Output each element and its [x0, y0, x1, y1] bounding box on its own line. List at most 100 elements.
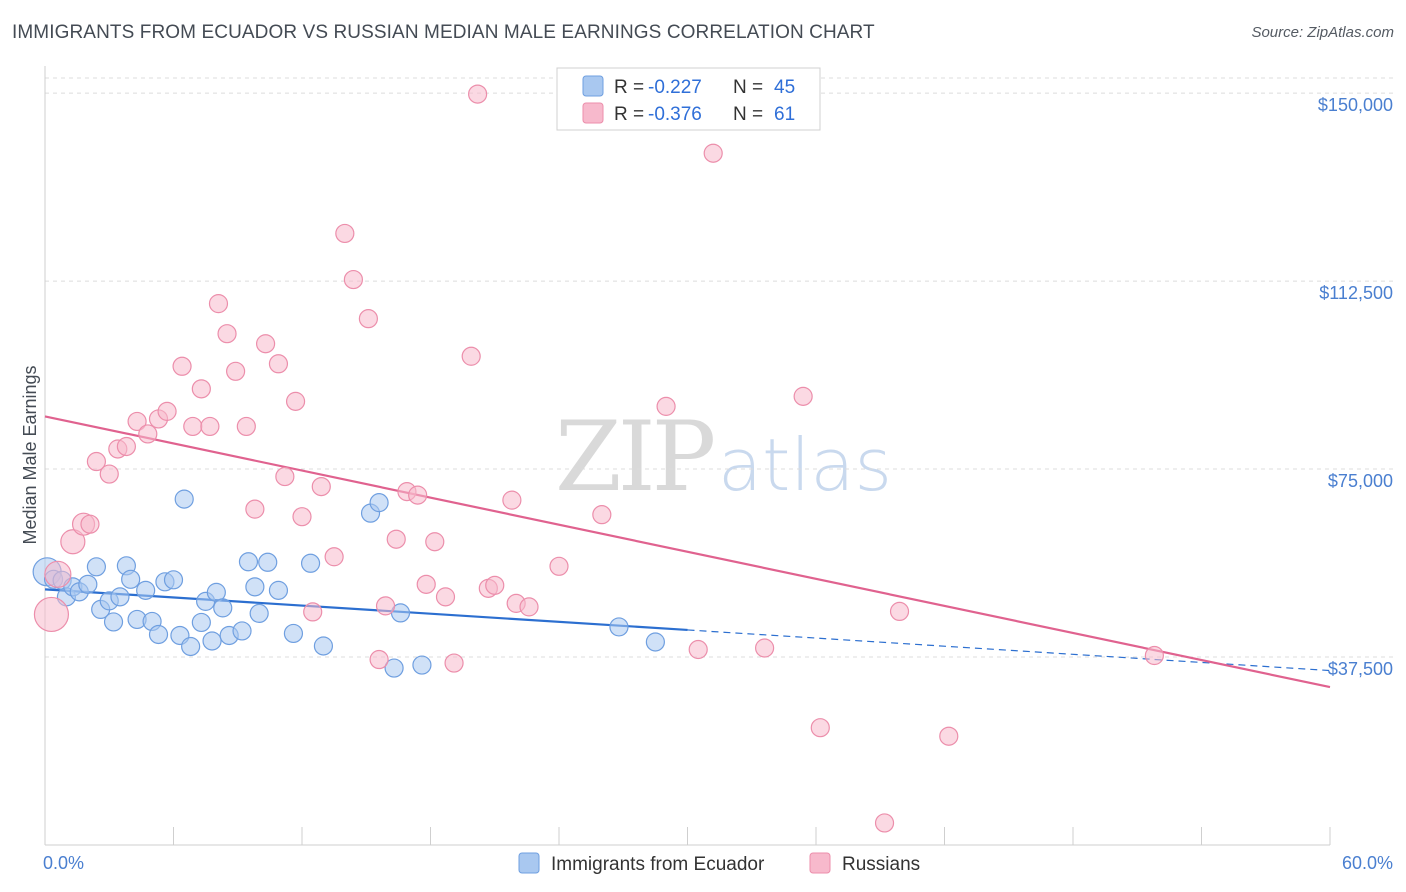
legend-n-label-russian: N =: [733, 104, 763, 125]
ecuador-point: [384, 658, 404, 678]
legend-r-value-ecuador: -0.227: [648, 77, 702, 98]
ecuador-point: [313, 636, 334, 656]
legend-n-label-ecuador: N =: [733, 77, 763, 98]
russian-point: [435, 587, 456, 607]
russian-point: [519, 597, 539, 617]
ecuador-point: [232, 621, 252, 641]
russian-point: [255, 334, 276, 354]
russian-point: [324, 547, 344, 567]
watermark: ZIP atlas: [555, 401, 892, 513]
x-tick-label-min: 0.0%: [43, 853, 84, 873]
russian-point: [285, 391, 306, 411]
russian-point: [549, 556, 569, 576]
russian-point: [245, 499, 265, 519]
legend-r-label-russian: R =: [614, 104, 644, 125]
russian-point: [444, 653, 464, 673]
series-legend-label-ecuador: Immigrants from Ecuador: [551, 854, 765, 875]
russian-point: [369, 649, 389, 670]
series-legend-swatch-russian: [809, 852, 831, 874]
russian-point: [44, 560, 72, 588]
ecuador-point: [645, 632, 665, 652]
ecuador-point: [78, 574, 98, 594]
russian-point: [889, 601, 910, 622]
data-points: [32, 84, 1164, 833]
stats-legend: R = -0.227 N = 45 R = -0.376 N = 61: [556, 67, 821, 131]
russian-point: [502, 490, 522, 510]
russian-point: [127, 411, 147, 432]
legend-r-value-russian: -0.376: [648, 104, 702, 125]
ecuador-point: [258, 552, 278, 572]
russian-point: [268, 354, 289, 374]
ecuador-point: [136, 580, 156, 600]
ecuador-trend-extension: [687, 629, 1331, 672]
watermark-atlas: atlas: [718, 423, 892, 507]
russian-point: [33, 596, 70, 633]
ecuador-point: [121, 569, 141, 589]
russian-point: [656, 396, 676, 416]
russian-point: [172, 356, 192, 376]
ecuador-point: [86, 557, 107, 577]
russian-point: [226, 361, 246, 381]
russian-point: [408, 485, 428, 505]
russian-point: [138, 424, 158, 444]
series-legend-label-russian: Russians: [842, 854, 920, 875]
ecuador-point: [174, 489, 194, 509]
russian-point: [303, 602, 323, 622]
russian-point: [358, 309, 378, 329]
axes: [44, 66, 1331, 846]
russian-point: [99, 464, 119, 484]
russian-point: [335, 223, 355, 244]
ecuador-point: [181, 636, 201, 657]
ecuador-point: [238, 552, 259, 572]
legend-n-value-russian: 61: [774, 104, 795, 125]
ecuador-point: [268, 580, 289, 600]
ecuador-point: [249, 603, 269, 624]
legend-swatch-ecuador: [582, 75, 604, 97]
russian-point: [343, 269, 363, 290]
russian-point: [157, 401, 177, 421]
russian-point: [754, 638, 775, 658]
y-tick-label: $75,000: [1328, 471, 1393, 491]
series-legend: Immigrants from Ecuador Russians: [518, 852, 920, 875]
legend-swatch-russian: [582, 102, 604, 124]
russian-point: [375, 596, 396, 616]
russian-point: [292, 507, 312, 527]
russian-point: [116, 436, 136, 457]
y-tick-label: $112,500: [1319, 283, 1393, 303]
russian-point: [183, 416, 203, 437]
x-tick-label-max: 60.0%: [1342, 853, 1393, 873]
russian-point: [468, 84, 488, 104]
russian-point: [60, 529, 86, 555]
russian-trend-line: [44, 415, 1331, 689]
series-legend-swatch-ecuador: [518, 852, 540, 874]
russian-point: [416, 574, 436, 594]
russian-point: [191, 379, 211, 399]
ecuador-point: [412, 655, 432, 675]
ecuador-point: [245, 577, 265, 597]
ecuador-point: [283, 623, 304, 644]
ecuador-point: [163, 570, 184, 590]
russian-point: [236, 416, 256, 437]
russian-point: [425, 532, 445, 552]
russian-point: [208, 294, 229, 314]
russian-point: [874, 813, 895, 833]
watermark-zip: ZIP: [555, 401, 714, 513]
russian-point: [80, 514, 100, 534]
ecuador-point: [191, 612, 211, 633]
ecuador-point: [110, 587, 130, 607]
ecuador-point: [148, 624, 169, 645]
russian-point: [386, 529, 406, 549]
russian-point: [275, 466, 295, 487]
ecuador-point: [103, 612, 124, 632]
russian-point: [793, 386, 813, 406]
russian-point: [217, 324, 237, 344]
russian-point: [86, 451, 107, 472]
y-tick-label: $37,500: [1328, 659, 1393, 679]
russian-point: [810, 718, 830, 738]
legend-n-value-ecuador: 45: [774, 77, 795, 98]
ecuador-point: [202, 631, 222, 651]
y-tick-label: $150,000: [1318, 95, 1393, 115]
chart-title: IMMIGRANTS FROM ECUADOR VS RUSSIAN MEDIA…: [12, 22, 875, 43]
ecuador-point: [369, 493, 389, 513]
ecuador-point: [609, 617, 629, 637]
